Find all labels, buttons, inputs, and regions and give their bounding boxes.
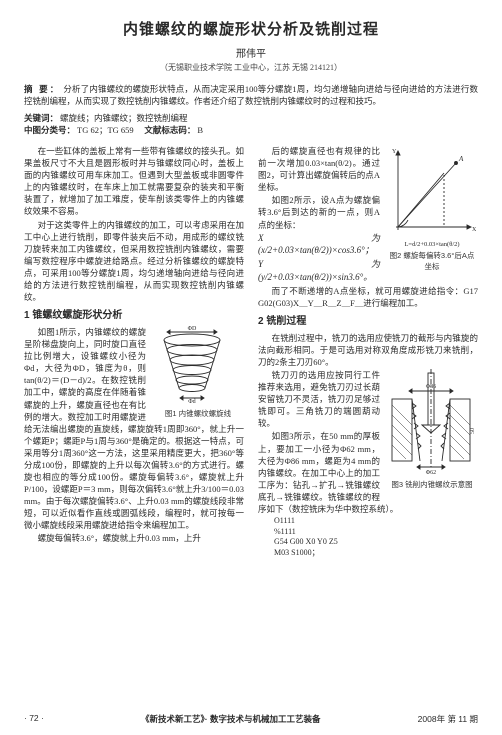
l-p2: 对于这类零件上的内锥螺纹的加工，可以考虑采用在加工中心上进行铣削，即零件装夹后不…	[24, 219, 244, 303]
affiliation: （无锡职业技术学院 工业中心，江苏 无锡 214121）	[24, 62, 478, 73]
figure-2-svg: A X Y	[386, 145, 476, 237]
footer-page: · 72 ·	[24, 713, 44, 725]
page-footer: · 72 · 《新技术新工艺》· 数字技术与机械加工工艺装备 2008年 第 1…	[24, 713, 478, 725]
figure-1: ΦD Φd 图1 内锥螺纹螺旋线	[152, 326, 244, 420]
figure-2-annot: L=d/2+0.03×tan(θ/2)	[386, 240, 478, 249]
fig2-x-axis: X	[472, 227, 476, 233]
figure-3-svg: Φ86 Φ62 50	[386, 369, 476, 475]
r-p3: 而了不断递增的A点坐标，就可用螺旋进给指令：G17 G02(G03)X＿Y＿R＿…	[258, 285, 478, 309]
figure-2-caption: 图2 螺旋每偏转3.6°后A点坐标	[386, 251, 478, 272]
footer-issue: 2008年 第 11 期	[418, 713, 478, 725]
nc-code: O1111 %1111 G54 G00 X0 Y0 Z5 M03 S1000；	[274, 516, 478, 559]
fig2-A-label: A	[458, 155, 464, 163]
r-p4: 在铣削过程中，铣刀的选用应使铣刀的截形与内锥旋的法向截形相同。于是可选用对称双角…	[258, 332, 478, 368]
figure-1-svg: ΦD Φd	[152, 326, 232, 404]
keywords-label: 关键词：	[24, 113, 58, 123]
clc-line: 中图分类号：TG 62；TG 659 文献标志码：B	[24, 124, 478, 137]
fig3-d-label: Φ62	[426, 470, 436, 475]
clc-label: 中图分类号：	[24, 125, 75, 135]
fig3-D-label: Φ86	[426, 384, 436, 390]
fig1-D-label: ΦD	[188, 326, 197, 332]
left-column: 在一些缸体的盖板上常有一些带有锥螺纹的接头孔。如果盖板尺寸不大且是圆形板时并与锥…	[24, 145, 244, 559]
doc-code-label: 文献标志码：	[144, 125, 195, 135]
code-line-1: %1111	[274, 527, 478, 538]
author: 邢伟平	[24, 45, 478, 60]
section-1-heading: 1 锥螺纹螺旋形状分析	[24, 309, 244, 323]
l-p1: 在一些缸体的盖板上常有一些带有锥螺纹的接头孔。如果盖板尺寸不大且是圆形板时并与锥…	[24, 145, 244, 217]
footer-journal: 《新技术新工艺》· 数字技术与机械加工工艺装备	[141, 713, 320, 725]
fig1-d-label: Φd	[188, 399, 195, 404]
code-line-0: O1111	[274, 516, 478, 527]
abstract-text: 分析了内锥螺纹的螺旋形状特点，从而决定采用100等分螺旋1周，均匀递增轴向进给与…	[24, 84, 478, 106]
figure-3: Φ86 Φ62 50 图3 铣削内锥螺纹示意图	[386, 369, 478, 491]
fig2-y-axis: Y	[392, 149, 397, 155]
abstract: 摘 要：分析了内锥螺纹的螺旋形状特点，从而决定采用100等分螺旋1周，均匀递增轴…	[24, 83, 478, 108]
code-line-2: G54 G00 X0 Y0 Z5	[274, 537, 478, 548]
paper-title: 内锥螺纹的螺旋形状分析及铣削过程	[24, 18, 478, 39]
keywords-line: 关键词：螺旋线；内锥螺纹；数控铣削编程	[24, 112, 478, 125]
body-columns: 在一些缸体的盖板上常有一些带有锥螺纹的接头孔。如果盖板尺寸不大且是圆形板时并与锥…	[24, 145, 478, 559]
keywords-text: 螺旋线；内锥螺纹；数控铣削编程	[60, 113, 188, 123]
section-2-heading: 2 铣削过程	[258, 315, 478, 329]
figure-1-caption: 图1 内锥螺纹螺旋线	[152, 409, 244, 420]
abstract-label: 摘 要：	[24, 84, 60, 94]
figure-3-caption: 图3 铣削内锥螺纹示意图	[386, 480, 478, 491]
figure-2: A X Y L=d/2+0.03×tan(θ/2) 图2 螺旋每偏转3.6°后A…	[386, 145, 478, 273]
right-column: A X Y L=d/2+0.03×tan(θ/2) 图2 螺旋每偏转3.6°后A…	[258, 145, 478, 559]
l-p4: 螺旋每偏转3.6°，螺旋就上升0.03 mm，上升	[24, 532, 244, 544]
fig3-t-label: 50	[470, 428, 476, 434]
doc-code: B	[197, 125, 203, 135]
clc-codes: TG 62；TG 659	[77, 125, 134, 135]
code-line-3: M03 S1000；	[274, 548, 478, 559]
